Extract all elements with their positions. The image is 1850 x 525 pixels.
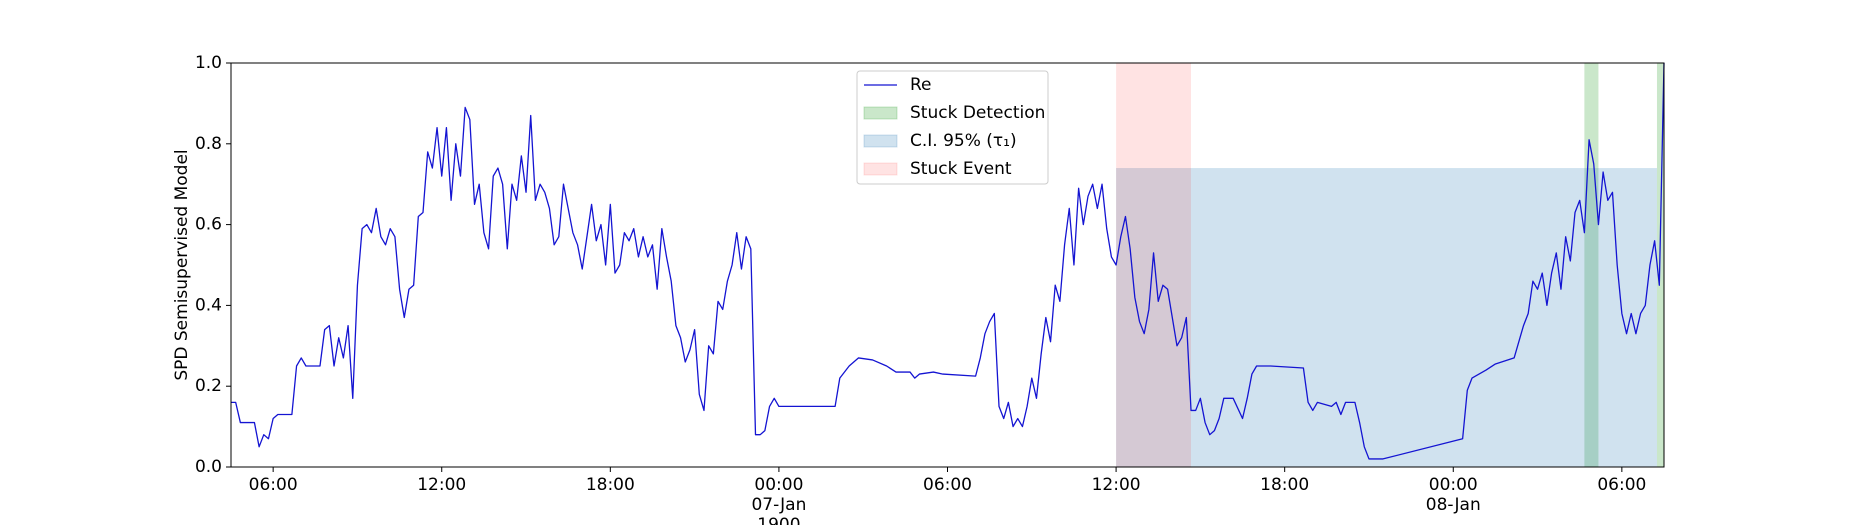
x-tick-label: 00:00 08-Jan: [1426, 475, 1481, 515]
legend-box: [856, 70, 1049, 185]
legend-patch: [863, 106, 898, 120]
x-tick-label: 06:00: [923, 475, 972, 495]
legend-label: C.I. 95% (τ₁): [910, 131, 1017, 151]
legend-label: Re: [910, 75, 932, 95]
line: [231, 62, 1665, 460]
legend-label: Stuck Event: [910, 159, 1012, 179]
y-tick-label: 0.4: [195, 295, 222, 315]
x-tick-label: 06:00: [249, 475, 298, 495]
span: [1656, 63, 1664, 467]
y-tick-label: 0.6: [195, 215, 222, 235]
span: [1116, 168, 1657, 468]
x-tick-label: 18:00: [1260, 475, 1309, 495]
legend: Re Stuck Detection C.I. 95% (τ₁) Stuck Even…: [856, 70, 1049, 185]
legend-label: Stuck Detection: [910, 103, 1045, 123]
x-tick-label: 12:00: [1092, 475, 1141, 495]
y-tick-label: 1.0: [195, 53, 222, 73]
y-tick-label: 0.2: [195, 376, 222, 396]
x-tick-label: 12:00: [417, 475, 466, 495]
legend-patch: [863, 162, 898, 176]
legend-patch: [863, 134, 898, 148]
x-tick-label: 00:00 07-Jan 1900: [751, 475, 806, 525]
span: [1116, 63, 1192, 467]
y-tick-label: 0.8: [195, 134, 222, 154]
x-tick-label: 18:00: [586, 475, 635, 495]
y-axis-label: SPD Semisupervised Model: [172, 149, 192, 380]
x-tick-label: 06:00: [1597, 475, 1646, 495]
y-tick-label: 0.0: [195, 457, 222, 477]
